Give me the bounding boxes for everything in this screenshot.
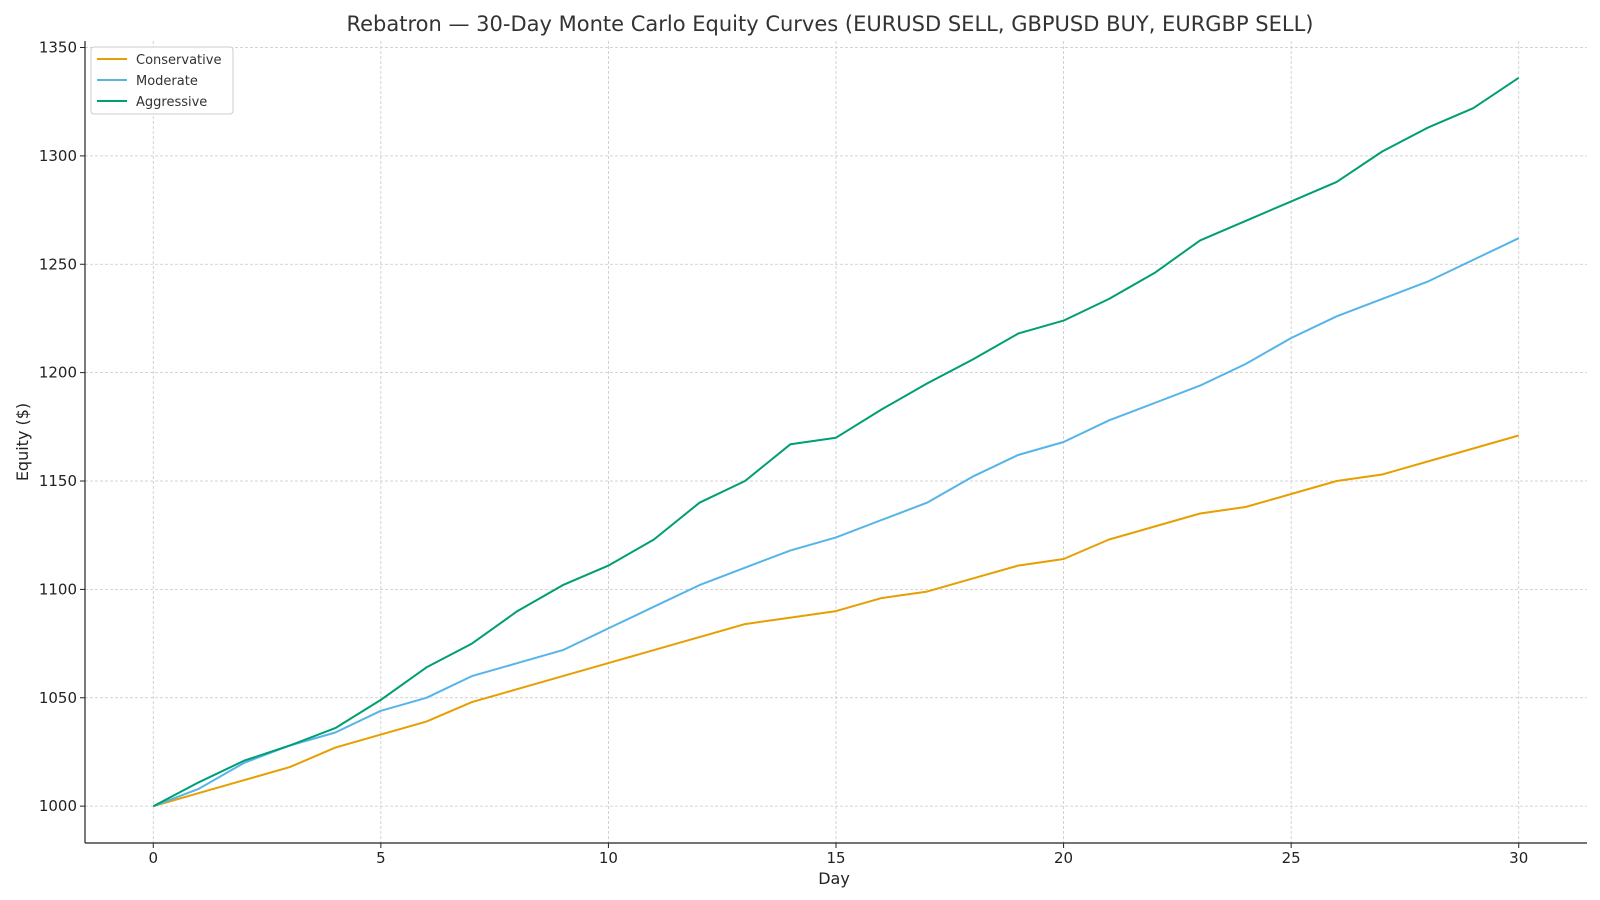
x-tick-label: 30	[1509, 849, 1528, 867]
series-lines	[152, 76, 1520, 808]
x-tick-label: 10	[599, 849, 618, 867]
axes	[80, 41, 1587, 848]
chart-title: Rebatron — 30-Day Monte Carlo Equity Cur…	[346, 12, 1313, 36]
x-tick-label: 0	[148, 849, 158, 867]
y-tick-label: 1150	[39, 472, 77, 490]
x-tick-label: 15	[826, 849, 845, 867]
x-tick-label: 5	[376, 849, 386, 867]
legend: Conservative Moderate Aggressive	[90, 46, 234, 115]
y-tick-label: 1050	[39, 689, 77, 707]
y-tick-label: 1100	[39, 580, 77, 598]
y-tick-label: 1350	[39, 39, 77, 57]
y-tick-label: 1200	[39, 364, 77, 382]
series-line-conservative	[153, 434, 1519, 808]
legend-label-conservative: Conservative	[136, 53, 221, 68]
y-tick-label: 1000	[39, 797, 77, 815]
x-axis-label: Day	[818, 869, 850, 888]
legend-label-moderate: Moderate	[136, 74, 198, 89]
y-tick-label: 1250	[39, 255, 77, 273]
tick-labels: 0 5 10 15 20 25 30 1000 1050 1100 1150 1200 1250 1300…	[39, 39, 1528, 867]
y-tick-label: 1300	[39, 147, 77, 165]
x-tick-label: 20	[1054, 849, 1073, 867]
legend-label-aggressive: Aggressive	[136, 95, 207, 110]
series-line-moderate	[152, 237, 1520, 808]
x-tick-label: 25	[1282, 849, 1301, 867]
grid	[85, 41, 1587, 843]
legend-box	[90, 46, 234, 115]
y-axis-label: Equity ($)	[13, 403, 32, 481]
series-line-aggressive	[152, 76, 1520, 808]
